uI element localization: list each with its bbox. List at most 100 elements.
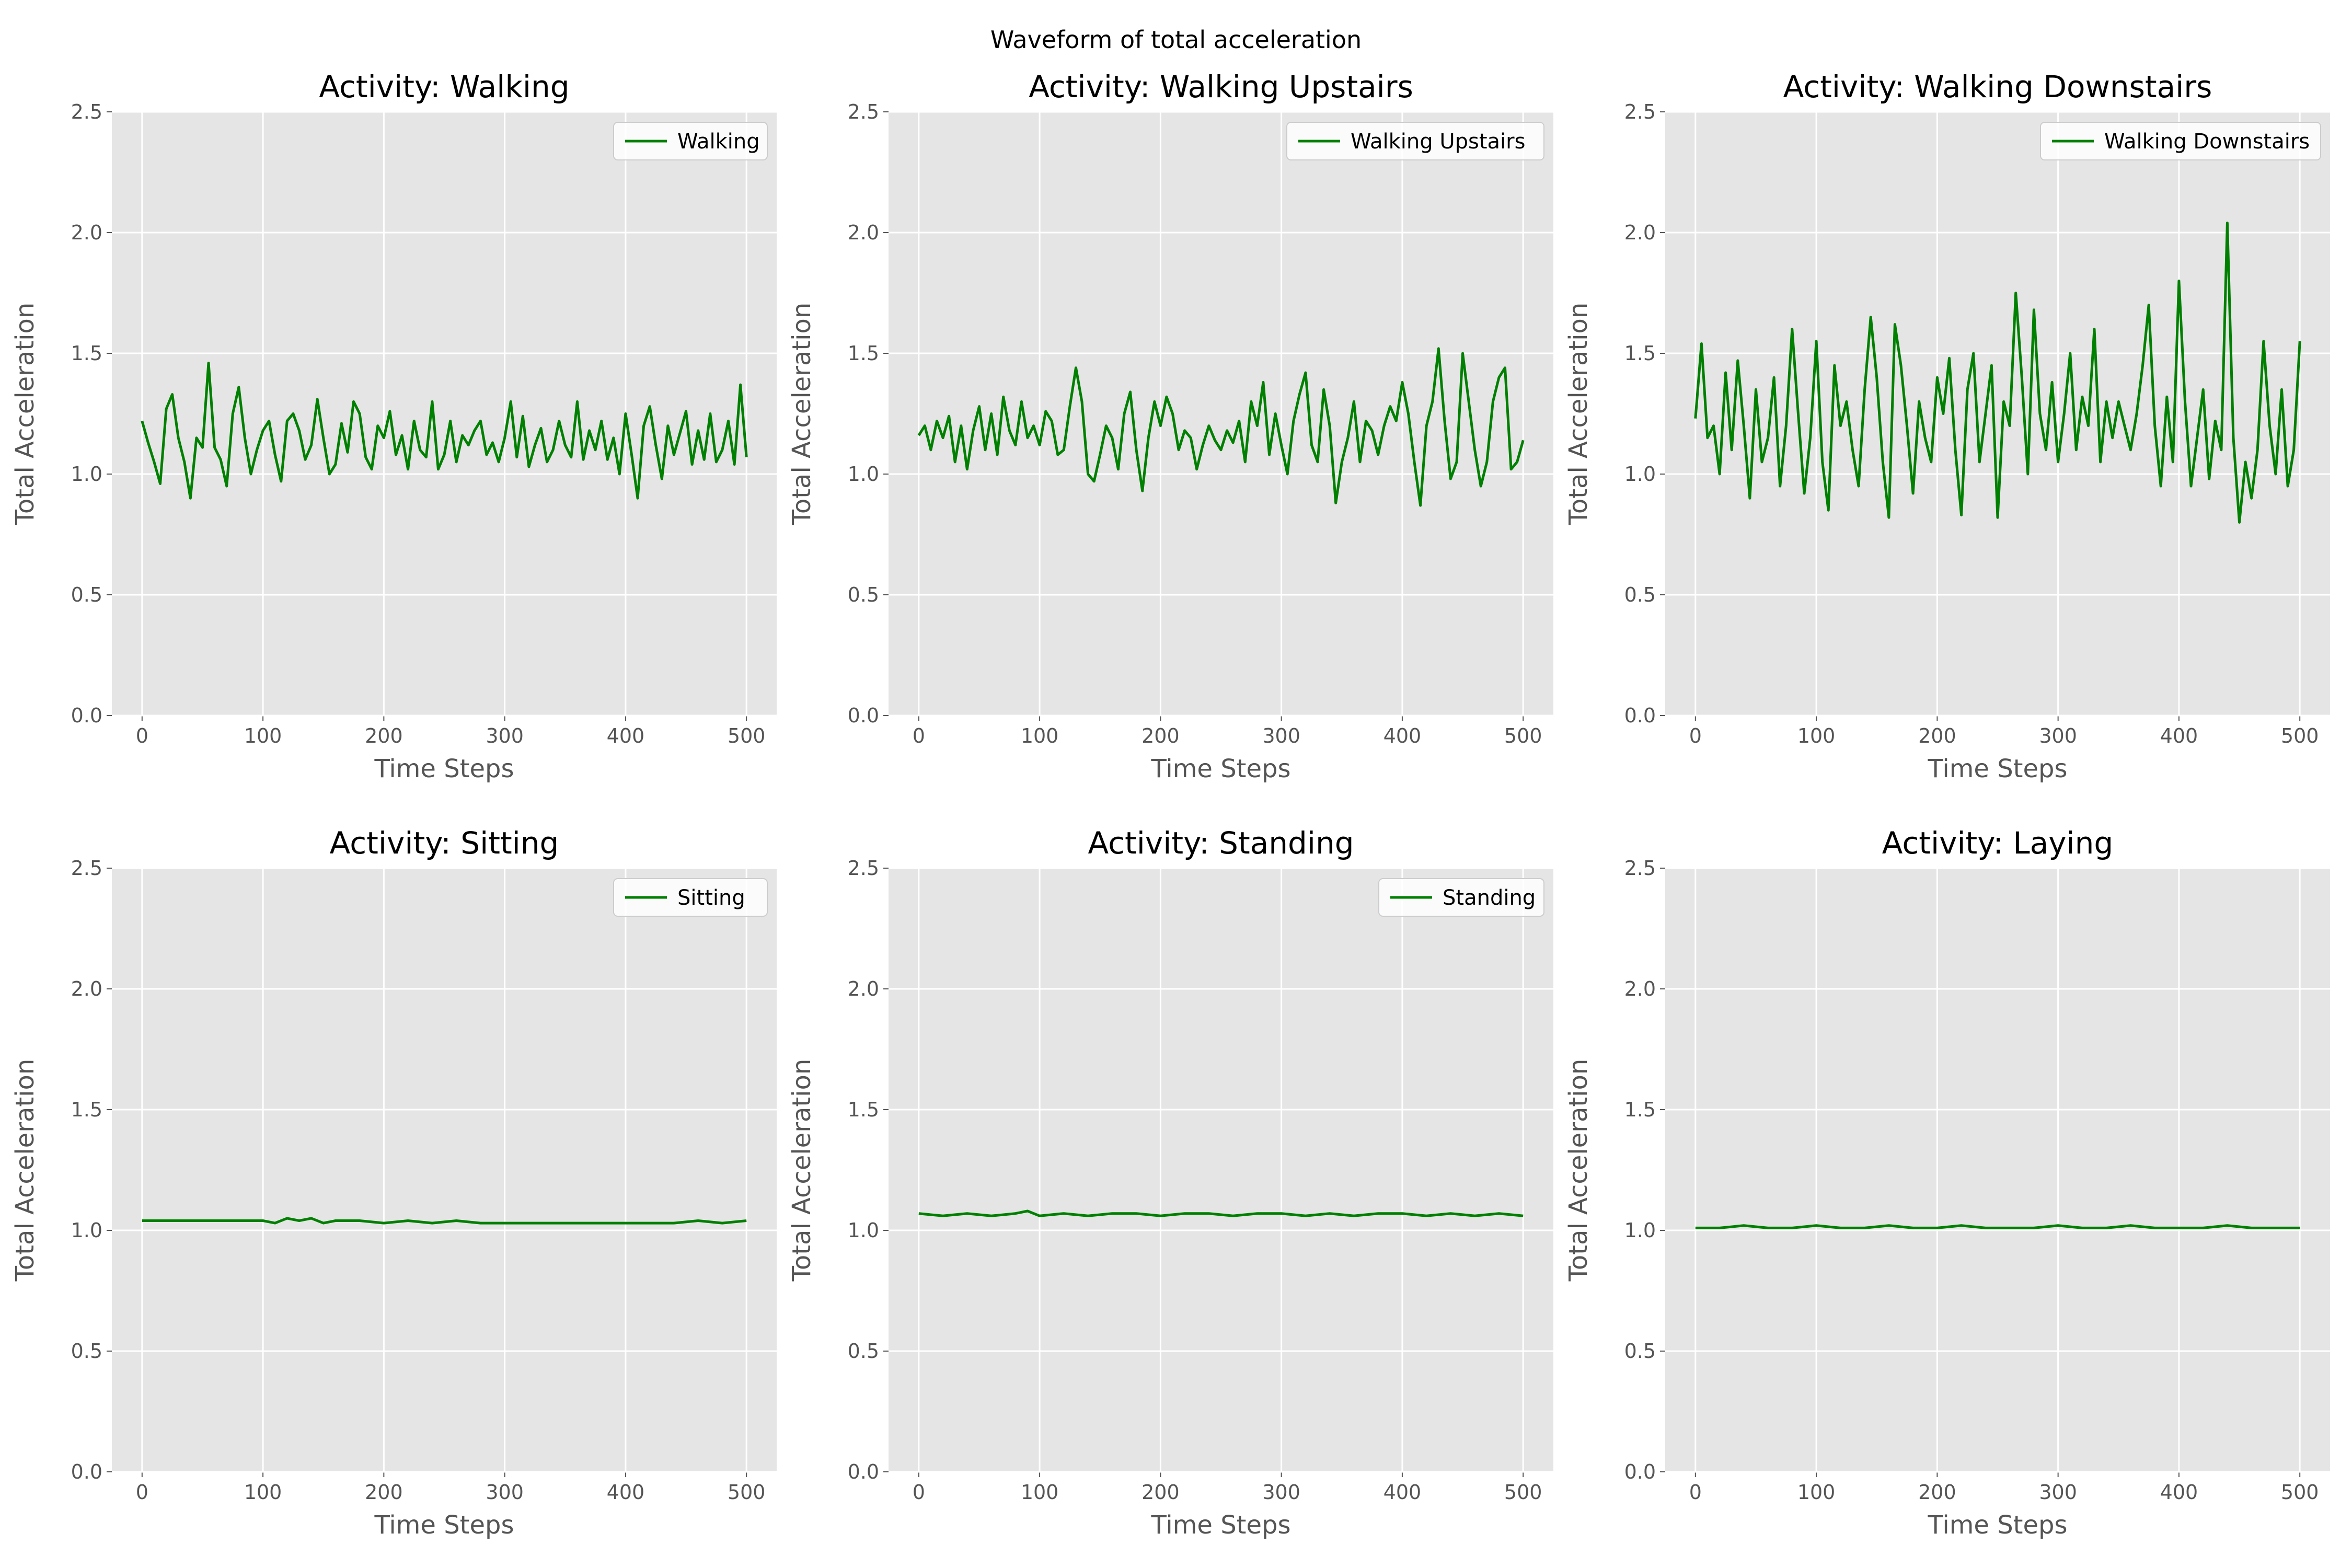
x-tick-label: 500	[1504, 1481, 1542, 1504]
y-axis-label: Total Acceleration	[10, 303, 40, 526]
y-tick-label: 1.0	[848, 463, 879, 486]
y-axis-label: Total Acceleration	[10, 1059, 40, 1282]
x-tick-label: 200	[1142, 724, 1180, 747]
legend-box	[613, 878, 768, 917]
plot-area	[889, 868, 1553, 1472]
chart-panel: 0 100 200 300 400 500 0.0 0.5 1.0 1.5 2.0 2.5 Activi…	[10, 825, 777, 1540]
panel-title: Activity: Standing	[1088, 825, 1354, 861]
chart-panel: 0 100 200 300 400 500 0.0 0.5 1.0 1.5 2.0 2.5 Activi…	[1564, 69, 2330, 783]
x-tick-label: 0	[136, 724, 148, 747]
y-tick-label: 2.5	[1624, 100, 1656, 123]
x-tick-label: 500	[2281, 724, 2319, 747]
y-axis-label: Total Acceleration	[787, 1059, 816, 1282]
plot-area	[1665, 112, 2330, 716]
legend: Sitting	[613, 878, 768, 917]
plot-area	[112, 112, 777, 716]
series-line	[141, 362, 748, 500]
y-axis-label: Total Acceleration	[1564, 1059, 1593, 1282]
chart-panel: 0 100 200 300 400 500 0.0 0.5 1.0 1.5 2.0 2.5 Activi…	[1564, 825, 2330, 1540]
y-tick-label: 0.5	[848, 1340, 879, 1363]
panel-title: Activity: Walking Upstairs	[1029, 69, 1413, 105]
y-tick-label: 1.0	[71, 1219, 102, 1242]
x-tick-label: 100	[244, 1481, 282, 1504]
x-axis-label: Time Steps	[1927, 754, 2067, 783]
x-tick-label: 300	[2039, 724, 2077, 747]
y-tick-label: 1.5	[71, 1098, 102, 1121]
x-tick-label: 0	[913, 1481, 925, 1504]
chart-panel: 0 100 200 300 400 500 0.0 0.5 1.0 1.5 2.0 2.5 Activi…	[10, 69, 777, 783]
chart-panels: 0 100 200 300 400 500 0.0 0.5 1.0 1.5 2.0 2.5 Activi…	[10, 69, 2330, 1540]
figure-suptitle: Waveform of total acceleration	[990, 26, 1362, 54]
x-tick-label: 0	[136, 1481, 148, 1504]
x-tick-label: 500	[2281, 1481, 2319, 1504]
y-tick-label: 2.0	[71, 221, 102, 244]
y-tick-label: 1.0	[1624, 1219, 1656, 1242]
y-tick-label: 2.0	[1624, 221, 1656, 244]
chart-panel: 0 100 200 300 400 500 0.0 0.5 1.0 1.5 2.0 2.5 Activi…	[787, 69, 1553, 783]
x-tick-label: 200	[1918, 1481, 1956, 1504]
x-tick-label: 100	[1797, 724, 1836, 747]
series-line	[142, 1217, 747, 1225]
x-tick-label: 300	[486, 724, 524, 747]
y-tick-label: 0.0	[71, 1460, 102, 1483]
y-tick-label: 0.0	[848, 1460, 879, 1483]
y-tick-label: 0.5	[71, 583, 102, 606]
x-tick-label: 300	[1262, 724, 1300, 747]
x-tick-label: 400	[1383, 724, 1422, 747]
x-axis-label: Time Steps	[1150, 754, 1290, 783]
y-tick-label: 1.0	[848, 1219, 879, 1242]
x-tick-label: 100	[1797, 1481, 1836, 1504]
x-tick-label: 400	[2160, 1481, 2198, 1504]
y-tick-label: 0.5	[1624, 1340, 1656, 1363]
x-tick-label: 200	[365, 1481, 403, 1504]
legend-label: Walking Downstairs	[2104, 130, 2310, 154]
legend-label: Standing	[1443, 886, 1536, 910]
series-line	[1694, 222, 2301, 524]
legend: Walking	[613, 122, 768, 160]
x-tick-label: 300	[2039, 1481, 2077, 1504]
y-tick-label: 1.5	[71, 342, 102, 365]
legend-label: Walking	[677, 130, 760, 154]
plot-area	[112, 868, 777, 1472]
x-tick-label: 0	[1689, 724, 1702, 747]
legend-box	[1286, 122, 1544, 160]
plot-area	[889, 112, 1553, 716]
x-tick-label: 500	[728, 724, 766, 747]
y-tick-label: 0.5	[848, 583, 879, 606]
x-tick-label: 100	[1021, 724, 1059, 747]
x-tick-label: 200	[1918, 724, 1956, 747]
plot-area	[1665, 868, 2330, 1472]
y-tick-label: 0.0	[848, 704, 879, 727]
x-tick-label: 300	[486, 1481, 524, 1504]
legend-label: Sitting	[677, 886, 745, 910]
x-tick-label: 500	[728, 1481, 766, 1504]
legend-box	[613, 122, 768, 160]
y-tick-label: 1.0	[71, 463, 102, 486]
x-tick-label: 0	[1689, 1481, 1702, 1504]
y-tick-label: 1.5	[848, 1098, 879, 1121]
chart-panel: 0 100 200 300 400 500 0.0 0.5 1.0 1.5 2.0 2.5 Activi…	[787, 825, 1553, 1540]
x-tick-label: 400	[2160, 724, 2198, 747]
y-tick-label: 0.5	[71, 1340, 102, 1363]
x-tick-label: 200	[1142, 1481, 1180, 1504]
y-tick-label: 2.5	[848, 100, 879, 123]
legend-label: Walking Upstairs	[1351, 130, 1525, 154]
legend-box	[1378, 878, 1544, 917]
x-tick-label: 500	[1504, 724, 1542, 747]
y-tick-label: 1.5	[1624, 1098, 1656, 1121]
panel-title: Activity: Walking	[319, 69, 569, 105]
x-axis-label: Time Steps	[374, 1511, 514, 1540]
y-tick-label: 2.0	[71, 977, 102, 1000]
y-tick-label: 2.5	[71, 100, 102, 123]
x-tick-label: 200	[365, 724, 403, 747]
x-tick-label: 400	[1383, 1481, 1422, 1504]
y-tick-label: 0.0	[71, 704, 102, 727]
y-axis-label: Total Acceleration	[787, 303, 816, 526]
y-tick-label: 1.5	[1624, 342, 1656, 365]
y-axis-label: Total Acceleration	[1564, 303, 1593, 526]
panel-title: Activity: Walking Downstairs	[1783, 69, 2212, 105]
x-axis-label: Time Steps	[1927, 1511, 2067, 1540]
x-axis-label: Time Steps	[374, 754, 514, 783]
x-axis-label: Time Steps	[1150, 1511, 1290, 1540]
